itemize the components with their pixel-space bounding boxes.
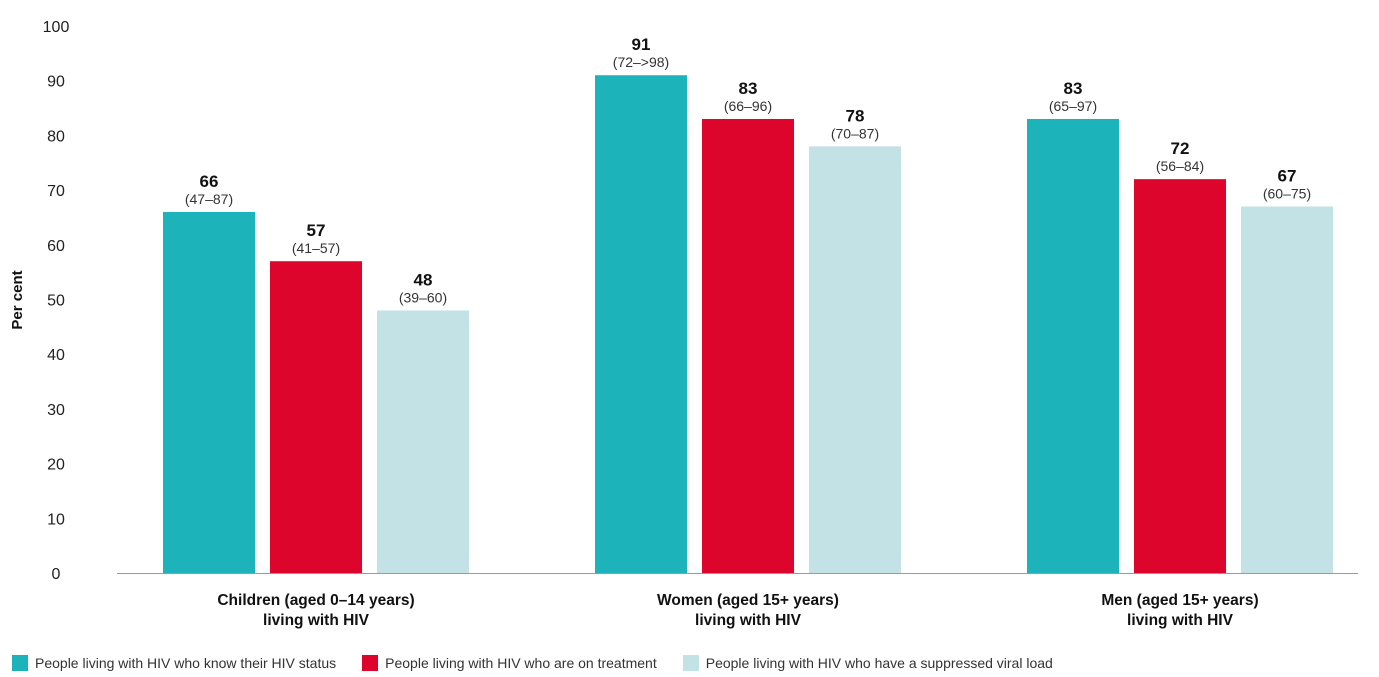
- bar: [1134, 179, 1226, 573]
- x-category-label: Women (aged 15+ years): [657, 592, 839, 609]
- y-axis-label: Per cent: [9, 270, 26, 329]
- legend-item: People living with HIV who know their HI…: [12, 655, 336, 671]
- bar-range-label: (41–57): [292, 240, 340, 256]
- x-category-label: living with HIV: [695, 612, 802, 629]
- y-tick-label: 100: [43, 19, 70, 36]
- legend-label: People living with HIV who have a suppre…: [705, 655, 1053, 671]
- legend: People living with HIV who know their HI…: [12, 655, 1079, 671]
- bar: [809, 146, 901, 573]
- bar-range-label: (65–97): [1049, 98, 1097, 114]
- x-category-label: Men (aged 15+ years): [1101, 592, 1258, 609]
- y-tick-label: 30: [47, 402, 65, 419]
- bar-range-label: (70–87): [831, 125, 879, 141]
- bar-value-label: 83: [1064, 79, 1083, 98]
- legend-label: People living with HIV who are on treatm…: [385, 655, 657, 671]
- y-tick-label: 60: [47, 238, 65, 255]
- legend-label: People living with HIV who know their HI…: [35, 655, 337, 671]
- bar-range-label: (66–96): [724, 98, 772, 114]
- bar-value-label: 72: [1171, 139, 1190, 158]
- y-tick-label: 0: [52, 566, 61, 583]
- bar-range-label: (56–84): [1156, 158, 1204, 174]
- legend-swatch: [362, 655, 379, 671]
- bar: [1027, 118, 1119, 574]
- x-category-label: Children (aged 0–14 years): [217, 592, 414, 609]
- bar: [163, 211, 255, 574]
- bar-range-label: (60–75): [1263, 186, 1311, 202]
- legend-item: People living with HIV who have a suppre…: [682, 655, 1053, 671]
- bar: [270, 261, 362, 573]
- y-tick-label: 80: [47, 128, 65, 145]
- legend-swatch: [682, 655, 699, 671]
- legend-swatch: [12, 655, 28, 671]
- bar: [595, 75, 687, 573]
- bar-value-label: 48: [414, 270, 433, 289]
- legend-item: People living with HIV who are on treatm…: [362, 655, 657, 671]
- y-tick-label: 50: [47, 293, 65, 310]
- bar-value-label: 78: [846, 106, 865, 125]
- bar-value-label: 67: [1278, 167, 1297, 186]
- bar-value-label: 57: [307, 221, 326, 240]
- bar-value-label: 83: [739, 79, 758, 98]
- bar-value-label: 91: [632, 35, 651, 54]
- bar-range-label: (47–87): [185, 191, 233, 207]
- y-tick-label: 20: [47, 457, 65, 474]
- bar: [702, 118, 794, 574]
- bar-chart: Per cent 0 10 20 30 40 50 60 70 80 90 100 66(47–87) 9…: [9, 19, 1358, 629]
- bar: [1241, 206, 1333, 573]
- x-category-label: living with HIV: [1127, 612, 1234, 629]
- bar: [377, 310, 469, 573]
- x-category-label: living with HIV: [263, 612, 370, 629]
- y-tick-label: 10: [47, 511, 65, 528]
- bar-range-label: (39–60): [399, 289, 447, 305]
- bar-range-label: (72–>98): [613, 54, 669, 70]
- y-tick-label: 40: [47, 347, 65, 364]
- bar-value-label: 66: [200, 172, 219, 191]
- y-tick-label: 90: [47, 74, 65, 91]
- y-tick-label: 70: [47, 183, 65, 200]
